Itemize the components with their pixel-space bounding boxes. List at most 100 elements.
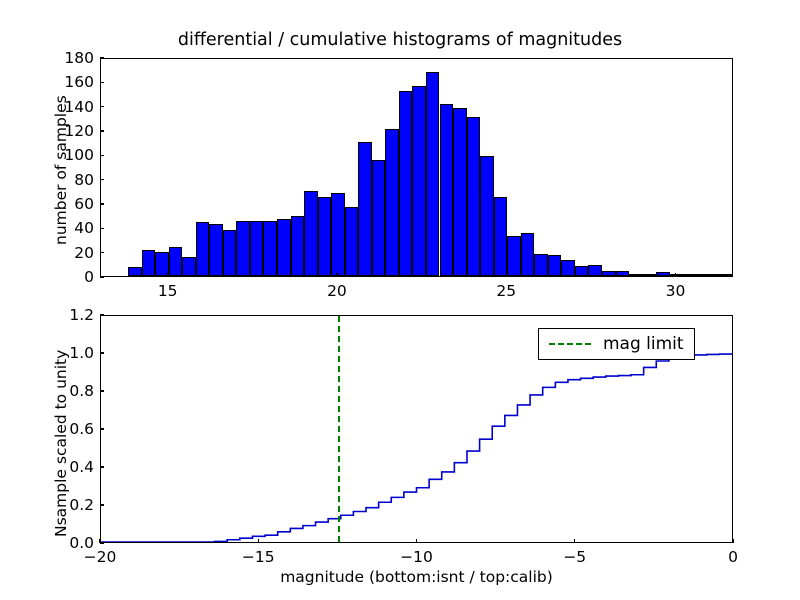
histogram-bar	[547, 255, 562, 276]
histogram-bar	[615, 271, 630, 276]
histogram-bar	[249, 221, 264, 276]
histogram-bar	[642, 273, 657, 276]
cumulative-curve	[101, 316, 732, 542]
y-tick-mark	[100, 314, 104, 316]
histogram-bar	[493, 196, 508, 276]
y-tick-mark	[100, 106, 104, 108]
histogram-bar	[317, 196, 332, 276]
histogram-bar	[453, 108, 467, 276]
x-tick-mark	[167, 273, 169, 277]
x-tick-label: 15	[157, 282, 178, 300]
y-tick-label: 140	[64, 97, 94, 116]
y-tick-label: 1.0	[69, 344, 94, 362]
histogram-bar	[290, 216, 305, 276]
histogram-bar	[588, 265, 602, 276]
y-tick-label: 0.0	[69, 534, 94, 552]
cumulative-plot-surface	[101, 316, 732, 542]
y-tick-mark	[100, 130, 104, 132]
histogram-bar	[656, 272, 670, 276]
top-y-axis-label: number of samples	[52, 95, 70, 245]
x-tick-mark	[336, 273, 338, 277]
chart-title: differential / cumulative histograms of …	[177, 30, 623, 50]
x-axis-label: magnitude (bottom:isnt / top:calib)	[280, 568, 553, 586]
histogram-bar	[425, 71, 440, 276]
histogram-bar	[263, 221, 277, 276]
x-tick-label: 20	[327, 282, 347, 300]
x-tick-mark	[99, 539, 101, 543]
x-tick-label: −20	[83, 548, 117, 566]
histogram-bar	[561, 260, 575, 276]
x-tick-mark	[732, 539, 734, 543]
differential-histogram-axes	[100, 58, 733, 277]
y-tick-mark	[100, 154, 104, 156]
y-tick-mark	[100, 57, 104, 59]
y-tick-label: 0.6	[69, 420, 94, 438]
y-tick-label: 160	[64, 73, 94, 92]
histogram-bar	[385, 128, 399, 276]
y-tick-label: 0	[84, 268, 94, 286]
histogram-bar	[398, 91, 413, 276]
y-tick-mark	[100, 504, 104, 506]
x-tick-mark	[574, 539, 576, 543]
histogram-bar	[128, 267, 142, 276]
x-tick-mark	[257, 539, 259, 543]
y-tick-mark	[100, 227, 104, 229]
histogram-bar	[520, 233, 535, 276]
histogram-bar	[236, 221, 250, 276]
histogram-bar	[182, 256, 196, 276]
legend[interactable]: mag limit	[538, 328, 695, 360]
y-tick-mark	[100, 276, 104, 278]
y-tick-label: 40	[74, 219, 94, 238]
histogram-bar	[507, 235, 521, 276]
x-tick-mark	[505, 273, 507, 277]
histogram-bar	[669, 274, 684, 276]
x-tick-mark	[674, 273, 677, 277]
histogram-bar	[209, 223, 223, 276]
histogram-bar	[439, 104, 454, 276]
y-tick-mark	[100, 81, 104, 83]
y-tick-mark	[100, 390, 104, 392]
histogram-bar	[141, 250, 156, 276]
histogram-bar	[155, 251, 169, 276]
histogram-bar	[574, 266, 589, 276]
x-tick-label: −10	[400, 548, 433, 566]
histogram-bar	[168, 246, 183, 276]
histogram-bar	[222, 229, 237, 276]
y-tick-label: 100	[64, 146, 94, 165]
x-tick-label: 30	[665, 282, 686, 300]
histogram-bar	[277, 218, 291, 276]
histogram-bar	[412, 86, 426, 276]
y-tick-label: 60	[74, 195, 94, 213]
histogram-bar	[710, 274, 724, 276]
histogram-bar	[601, 271, 616, 276]
histogram-bar	[371, 160, 386, 276]
x-tick-label: −5	[563, 548, 587, 566]
x-tick-label: 25	[496, 282, 517, 300]
y-tick-mark	[100, 179, 104, 181]
y-tick-label: 120	[64, 122, 94, 140]
y-tick-label: 80	[74, 170, 94, 189]
histogram-bar	[331, 193, 345, 276]
x-tick-label: −15	[241, 548, 275, 566]
histogram-plot-surface	[101, 59, 732, 276]
y-tick-label: 1.2	[69, 306, 94, 324]
x-tick-mark	[415, 539, 418, 543]
histogram-bar	[304, 190, 318, 276]
histogram-bar	[480, 155, 494, 276]
y-tick-mark	[100, 252, 104, 254]
histogram-bar	[696, 273, 711, 276]
y-tick-mark	[100, 352, 104, 354]
histogram-bar	[683, 274, 697, 276]
mag-limit-line	[338, 316, 341, 542]
mag-limit-line-swatch-icon	[549, 343, 591, 345]
y-tick-mark	[100, 428, 104, 430]
histogram-bar	[534, 254, 548, 276]
histogram-bar	[723, 273, 732, 276]
y-tick-label: 20	[74, 243, 94, 262]
y-tick-label: 0.2	[69, 496, 94, 514]
y-tick-label: 0.8	[69, 382, 94, 400]
y-tick-mark	[100, 466, 104, 468]
x-tick-label: 0	[728, 548, 738, 566]
histogram-bar	[358, 142, 372, 276]
